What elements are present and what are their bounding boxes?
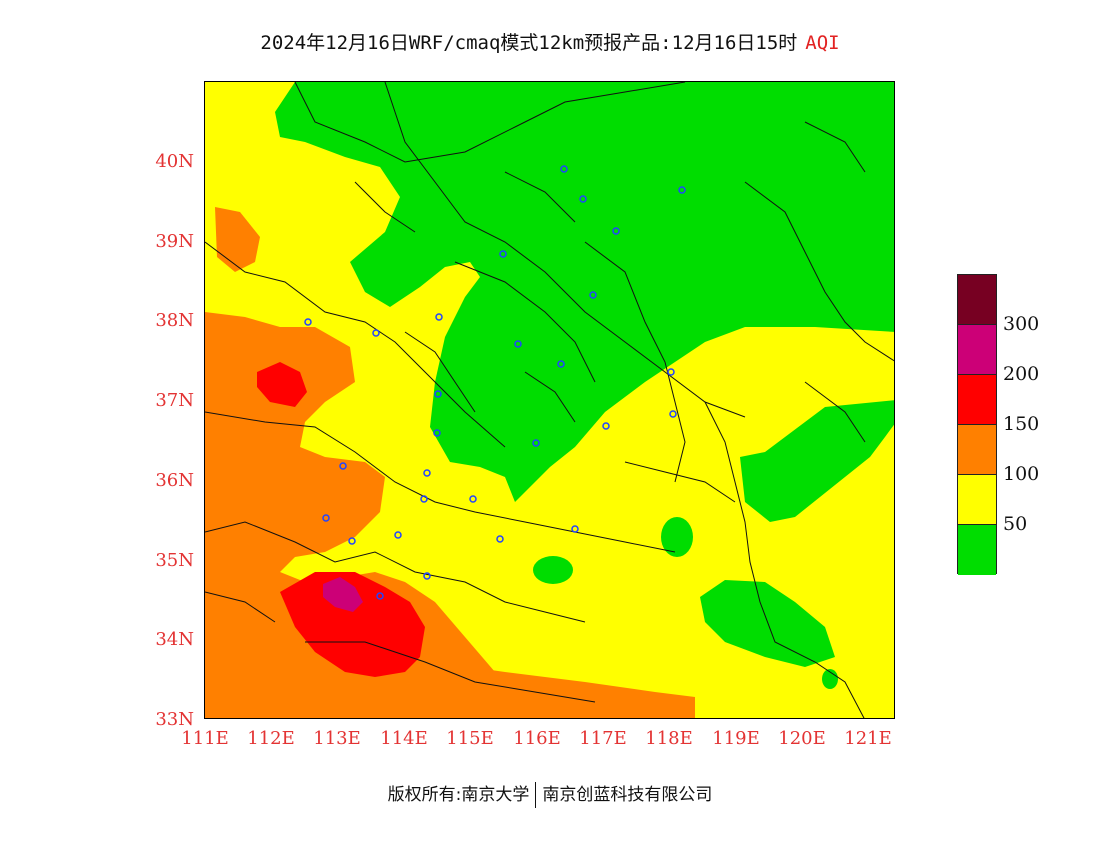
lat-label-36n: 36N xyxy=(155,470,194,491)
station-marker xyxy=(434,390,442,398)
station-marker xyxy=(514,340,522,348)
aqi-zone-moderate-nw xyxy=(215,207,260,272)
lon-label-121e: 121E xyxy=(844,728,892,749)
aqi-zone-good-east xyxy=(740,400,894,522)
legend-band-300-plus xyxy=(958,275,996,325)
map-title: 2024年12月16日WRF/cmaq模式12km预报产品:12月16日15时 A… xyxy=(0,28,1100,55)
legend-value-100: 100 xyxy=(1003,463,1040,485)
legend-band-150-200 xyxy=(958,375,996,425)
legend-band-200-300 xyxy=(958,325,996,375)
lat-label-39n: 39N xyxy=(155,231,194,252)
lat-label-33n: 33N xyxy=(155,709,194,730)
lon-label-120e: 120E xyxy=(778,728,826,749)
station-marker xyxy=(579,195,587,203)
lon-label-113e: 113E xyxy=(313,728,361,749)
lat-label-38n: 38N xyxy=(155,310,194,331)
aqi-zone-good-blob-3 xyxy=(822,669,838,689)
station-marker xyxy=(394,531,402,539)
station-marker xyxy=(469,495,477,503)
aqi-zone-good-southeast xyxy=(700,580,835,667)
aqi-zone-good-north xyxy=(275,82,894,502)
lon-label-117e: 117E xyxy=(579,728,627,749)
station-marker xyxy=(433,429,441,437)
aqi-zone-good-blob-1 xyxy=(661,517,693,557)
legend-band-50-100 xyxy=(958,475,996,525)
station-marker xyxy=(678,186,686,194)
station-marker xyxy=(496,535,504,543)
lon-label-116e: 116E xyxy=(513,728,561,749)
station-marker xyxy=(423,469,431,477)
province-boundaries xyxy=(205,82,894,718)
lon-label-111e: 111E xyxy=(181,728,229,749)
aqi-color-legend xyxy=(957,274,997,575)
station-marker xyxy=(322,514,330,522)
legend-band-0-50 xyxy=(958,525,996,575)
footer-separator xyxy=(535,782,537,808)
station-marker xyxy=(589,291,597,299)
legend-value-150: 150 xyxy=(1003,413,1040,435)
copyright-right: 南京创蓝科技有限公司 xyxy=(542,785,713,805)
aqi-zone-very-unhealthy xyxy=(323,577,363,612)
aqi-zone-moderate-south xyxy=(295,662,695,718)
station-marker xyxy=(348,537,356,545)
station-marker xyxy=(667,368,675,376)
lat-label-34n: 34N xyxy=(155,629,194,650)
station-marker xyxy=(602,422,610,430)
lon-label-114e: 114E xyxy=(380,728,428,749)
station-markers xyxy=(304,165,686,600)
station-marker xyxy=(499,250,507,258)
lat-label-37n: 37N xyxy=(155,390,194,411)
lon-label-115e: 115E xyxy=(446,728,494,749)
station-marker xyxy=(372,329,380,337)
lat-label-40n: 40N xyxy=(155,151,194,172)
station-marker xyxy=(557,360,565,368)
station-marker xyxy=(560,165,568,173)
station-marker xyxy=(420,495,428,503)
lon-label-118e: 118E xyxy=(645,728,693,749)
aqi-zone-good-blob-2 xyxy=(533,556,573,584)
station-marker xyxy=(532,439,540,447)
station-marker xyxy=(376,592,384,600)
title-main: 2024年12月16日WRF/cmaq模式12km预报产品:12月16日15时 xyxy=(260,32,798,54)
aqi-map[interactable] xyxy=(204,81,895,719)
lon-label-119e: 119E xyxy=(712,728,760,749)
station-marker xyxy=(612,227,620,235)
aqi-zone-moderate-west xyxy=(205,312,524,718)
copyright-footer: 版权所有:南京大学 南京创蓝科技有限公司 xyxy=(0,780,1100,808)
copyright-left: 版权所有:南京大学 xyxy=(387,785,530,805)
aqi-map-svg xyxy=(205,82,894,718)
title-variable: AQI xyxy=(805,32,840,54)
legend-value-300: 300 xyxy=(1003,313,1040,335)
station-marker xyxy=(571,525,579,533)
aqi-zone-unhealthy-main xyxy=(280,572,425,677)
lon-label-112e: 112E xyxy=(247,728,295,749)
station-marker xyxy=(339,462,347,470)
legend-value-200: 200 xyxy=(1003,363,1040,385)
station-marker xyxy=(669,410,677,418)
station-marker xyxy=(435,313,443,321)
aqi-zone-unhealthy-north xyxy=(257,362,307,407)
legend-band-100-150 xyxy=(958,425,996,475)
legend-value-50: 50 xyxy=(1003,513,1028,535)
station-marker xyxy=(304,318,312,326)
station-marker xyxy=(423,572,431,580)
lat-label-35n: 35N xyxy=(155,550,194,571)
